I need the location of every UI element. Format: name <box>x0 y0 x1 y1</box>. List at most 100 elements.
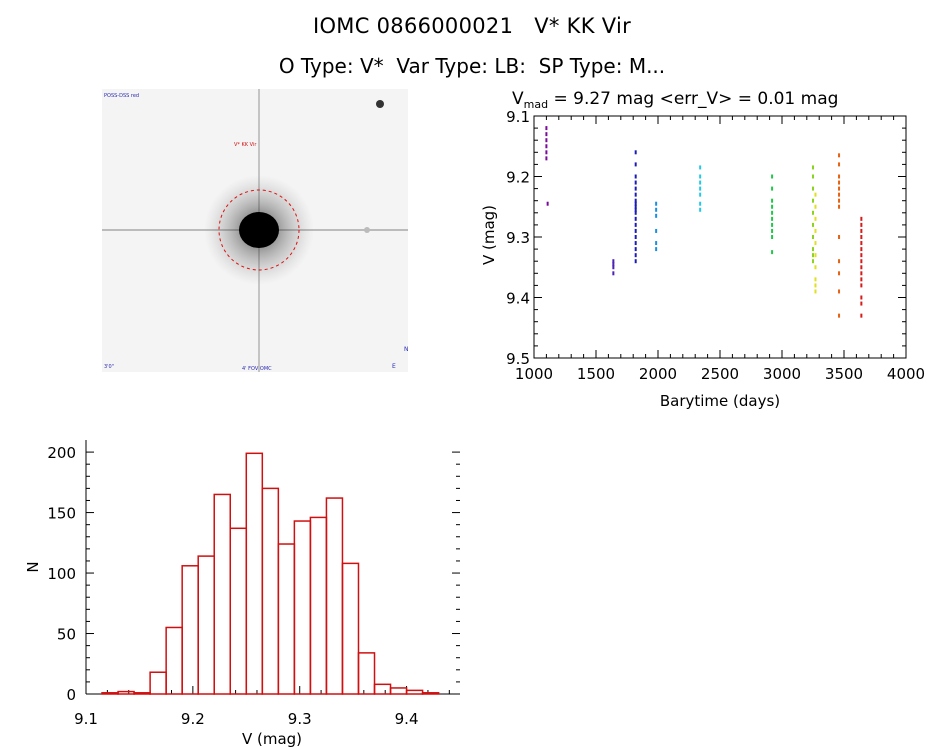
object-name: V* KK Vir <box>534 14 632 38</box>
histogram-bar <box>245 452 264 695</box>
histogram-bar <box>181 565 199 695</box>
sky-label-top-left: POSS-DSS red <box>104 93 139 99</box>
light-curve-point <box>860 216 863 221</box>
light-curve-point <box>814 265 817 270</box>
light-curve-point <box>699 192 702 197</box>
histogram-bar <box>341 562 360 695</box>
sky-label-bottom-right: E <box>392 363 396 370</box>
light-curve-point <box>838 204 841 209</box>
light-curve-point <box>860 241 863 246</box>
histogram-y-tick-label: 100 <box>47 565 76 583</box>
light-curve-point <box>812 235 814 239</box>
light-curve-point <box>812 247 814 252</box>
light-curve-point <box>838 186 841 191</box>
light-curve-point <box>814 283 817 288</box>
light-curve-point <box>814 277 817 282</box>
light-curve-point <box>634 259 637 264</box>
histogram-x-tick-label: 9.1 <box>74 710 98 728</box>
light-curve-point <box>814 253 817 258</box>
light-curve-point <box>812 165 814 170</box>
light-curve-point <box>814 289 817 294</box>
light-curve-point <box>860 277 863 282</box>
sky-label-bottom-center: 4' FOV OMC <box>242 366 272 372</box>
histogram-x-tick-label: 9.4 <box>395 710 419 728</box>
light-curve-point <box>699 174 702 179</box>
histogram-bar <box>325 497 344 695</box>
sky-label-target: V* KK Vir <box>234 142 257 148</box>
target-star <box>239 212 279 248</box>
light-curve-point <box>771 228 774 233</box>
light-curve-x-tick-label: 4000 <box>887 365 925 383</box>
light-curve-x-label: Barytime (days) <box>660 392 780 410</box>
light-curve-point <box>699 165 702 170</box>
light-curve-point <box>771 186 774 191</box>
sky-image: POSS-DSS red V* KK Vir 3'0" 4' FOV OMC E… <box>102 89 408 372</box>
histogram-bar <box>133 692 151 695</box>
light-curve-point <box>655 241 658 246</box>
light-curve-point <box>771 250 774 255</box>
light-curve-point <box>634 247 637 252</box>
light-curve-point <box>860 228 863 233</box>
light-curve-y-tick-label: 9.5 <box>506 350 530 368</box>
light-curve-point <box>634 210 637 215</box>
light-curve-x-tick-label: 1500 <box>577 365 615 383</box>
light-curve-point <box>634 204 637 209</box>
light-curve-point <box>812 210 814 215</box>
target-circle <box>218 189 300 271</box>
light-curve-point <box>814 204 817 209</box>
sky-label-bottom-left: 3'0" <box>104 364 114 370</box>
light-curve-point <box>545 132 548 137</box>
histogram-bar <box>213 493 232 695</box>
light-curve-point <box>812 259 814 264</box>
light-curve-point <box>860 271 863 276</box>
light-curve-point <box>838 153 841 158</box>
light-curve-point <box>860 301 863 306</box>
histogram-y-tick-label: 50 <box>57 626 76 644</box>
light-curve-point <box>634 198 637 203</box>
light-curve-point <box>838 259 841 264</box>
light-curve-point <box>860 313 863 318</box>
light-curve-y-tick-label: 9.3 <box>506 229 530 247</box>
light-curve-point <box>838 174 841 179</box>
histogram-y-tick-label: 0 <box>66 686 76 704</box>
histogram-x-label: V (mag) <box>242 730 302 747</box>
light-curve-point <box>812 222 814 227</box>
light-curve-point <box>814 192 817 197</box>
light-curve-point <box>838 235 841 239</box>
light-curve-y-label: V (mag) <box>480 205 498 265</box>
light-curve-point <box>612 265 615 270</box>
chart-subtitle: O Type: V* Var Type: LB: SP Type: M... <box>278 54 666 78</box>
light-curve-point <box>814 216 817 221</box>
light-curve-point <box>546 201 549 206</box>
light-curve-point <box>699 180 702 185</box>
light-curve-point <box>634 222 637 227</box>
histogram-bar <box>405 689 424 695</box>
light-curve-point <box>838 180 841 185</box>
light-curve-point <box>771 198 774 203</box>
light-curve-x-tick-label: 2000 <box>639 365 677 383</box>
histogram-bar <box>357 652 376 695</box>
light-curve-point <box>771 216 774 221</box>
histogram-x-tick-label: 9.3 <box>288 710 312 728</box>
light-curve-x-tick-label: 2500 <box>701 365 739 383</box>
light-curve-point <box>812 253 814 258</box>
histogram-bar <box>261 487 280 695</box>
object-id: IOMC 0866000021 <box>312 14 514 38</box>
light-curve-point <box>860 265 863 270</box>
light-curve-point <box>655 247 658 252</box>
light-curve-point <box>860 259 863 264</box>
histogram-bar <box>293 520 312 695</box>
light-curve-x-tick-label: 1000 <box>515 365 553 383</box>
sky-image-panel: POSS-DSS red V* KK Vir 3'0" 4' FOV OMC E… <box>102 89 408 372</box>
light-curve-point <box>634 253 637 258</box>
light-curve-x-tick-label: 3000 <box>763 365 801 383</box>
light-curve-point <box>699 201 702 206</box>
light-curve-point <box>699 186 702 191</box>
light-curve-point <box>634 207 637 212</box>
light-curve-x-tick-label: 3500 <box>825 365 863 383</box>
light-curve-point <box>655 201 658 206</box>
light-curve-point <box>860 295 863 300</box>
light-curve-point <box>634 150 637 155</box>
histogram-bar <box>229 527 248 695</box>
